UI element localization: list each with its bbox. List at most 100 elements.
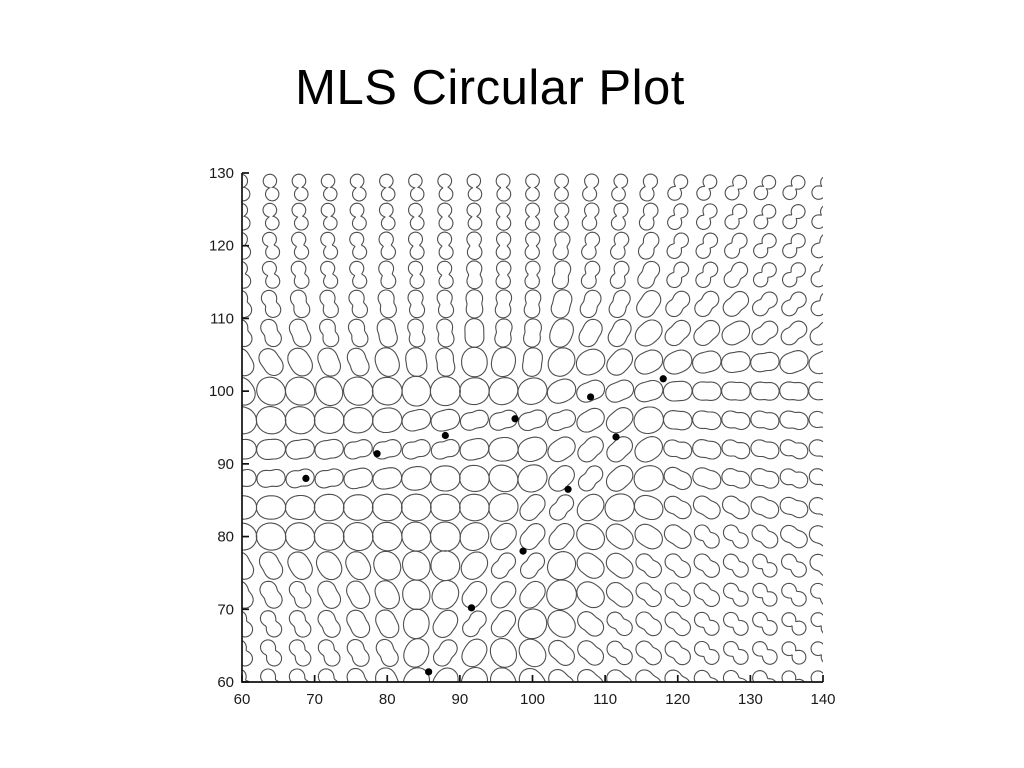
deformation-glyph xyxy=(693,524,720,549)
deformation-glyph xyxy=(288,318,312,348)
deformation-glyph xyxy=(722,553,749,578)
deformation-glyph xyxy=(401,466,432,491)
deformation-glyph xyxy=(401,408,432,432)
deformation-glyph xyxy=(315,376,344,407)
deformation-glyph xyxy=(582,173,600,202)
deformation-glyph xyxy=(810,641,823,663)
deformation-glyph xyxy=(432,609,459,638)
deformation-glyph xyxy=(639,173,659,202)
deformation-glyph xyxy=(808,468,823,487)
deformation-glyph xyxy=(317,347,342,377)
deformation-glyph xyxy=(635,553,663,579)
deformation-glyph xyxy=(430,550,461,582)
deformation-glyph xyxy=(242,231,252,260)
deformation-glyph xyxy=(464,318,485,348)
deformation-glyph xyxy=(581,202,600,231)
deformation-glyph xyxy=(313,493,345,522)
deformation-glyph xyxy=(605,407,634,434)
x-tick-label: 130 xyxy=(738,691,763,708)
deformation-glyph xyxy=(285,438,315,460)
deformation-glyph xyxy=(634,319,663,347)
deformation-glyph xyxy=(260,668,280,682)
deformation-glyph xyxy=(242,669,251,682)
control-point-dot xyxy=(659,375,667,383)
tick-labels: 60 70 80 90 100 110 120 130 60 70 80 90 100 110 120 130… xyxy=(209,165,836,708)
deformation-glyph xyxy=(407,231,425,260)
deformation-glyph xyxy=(695,203,718,230)
deformation-glyph xyxy=(288,668,310,682)
deformation-glyph xyxy=(576,523,606,551)
deformation-glyph xyxy=(576,379,606,403)
deformation-glyph xyxy=(579,289,602,319)
deformation-glyph xyxy=(524,202,541,231)
deformation-glyph xyxy=(810,612,823,634)
deformation-glyph xyxy=(548,494,575,521)
deformation-glyph xyxy=(808,350,823,375)
deformation-glyph xyxy=(459,464,490,492)
deformation-glyph xyxy=(752,582,778,607)
deformation-glyph xyxy=(242,495,258,520)
deformation-glyph xyxy=(577,640,605,666)
deformation-glyph xyxy=(371,493,403,522)
deformation-glyph xyxy=(313,522,345,551)
deformation-glyph xyxy=(435,347,456,377)
deformation-glyph xyxy=(317,609,341,638)
deformation-glyph xyxy=(723,261,749,288)
control-point-dot xyxy=(425,668,433,676)
deformation-glyph xyxy=(721,410,751,431)
deformation-glyph xyxy=(379,173,396,202)
deformation-glyph xyxy=(517,464,548,493)
deformation-glyph xyxy=(517,409,548,432)
deformation-glyph xyxy=(488,493,519,522)
deformation-glyph xyxy=(461,638,488,668)
deformation-glyph xyxy=(287,347,313,377)
deformation-glyph xyxy=(375,609,400,639)
deformation-glyph xyxy=(637,260,661,289)
x-tick-label: 90 xyxy=(452,691,469,708)
deformation-glyph xyxy=(494,318,513,348)
deformation-glyph xyxy=(437,231,454,260)
deformation-glyph xyxy=(693,669,719,682)
deformation-glyph xyxy=(663,349,693,375)
deformation-glyph xyxy=(721,495,750,520)
deformation-glyph xyxy=(256,376,286,406)
control-point-dot xyxy=(519,547,527,555)
deformation-glyph xyxy=(495,173,512,202)
deformation-glyph xyxy=(810,234,823,259)
deformation-glyph xyxy=(721,320,751,346)
deformation-glyph xyxy=(724,174,748,201)
deformation-glyph xyxy=(578,318,603,348)
deformation-glyph xyxy=(242,348,255,377)
control-points xyxy=(302,375,667,676)
deformation-glyph xyxy=(349,231,368,260)
deformation-glyph xyxy=(488,436,519,462)
deformation-glyph xyxy=(259,639,283,667)
deformation-glyph xyxy=(289,289,311,319)
deformation-glyph xyxy=(461,346,488,378)
deformation-glyph xyxy=(606,669,633,682)
deformation-glyph xyxy=(634,349,664,375)
control-point-dot xyxy=(302,474,310,482)
deformation-glyph xyxy=(634,523,663,550)
deformation-glyph xyxy=(633,465,664,492)
deformation-glyph xyxy=(780,320,808,346)
deformation-glyph xyxy=(242,406,258,435)
glyph-field xyxy=(242,173,823,682)
deformation-glyph xyxy=(554,173,570,202)
deformation-glyph xyxy=(284,494,316,521)
deformation-glyph xyxy=(695,232,719,259)
control-point-dot xyxy=(612,433,620,441)
deformation-glyph xyxy=(429,376,461,407)
deformation-glyph xyxy=(634,436,664,463)
deformation-glyph xyxy=(609,260,630,289)
deformation-glyph xyxy=(692,350,722,374)
deformation-glyph xyxy=(402,667,431,682)
deformation-glyph xyxy=(259,580,283,609)
deformation-glyph xyxy=(242,290,253,319)
deformation-glyph xyxy=(430,408,461,432)
deformation-glyph xyxy=(722,582,749,607)
deformation-glyph xyxy=(436,260,454,289)
deformation-glyph xyxy=(550,289,573,319)
deformation-glyph xyxy=(609,231,630,260)
